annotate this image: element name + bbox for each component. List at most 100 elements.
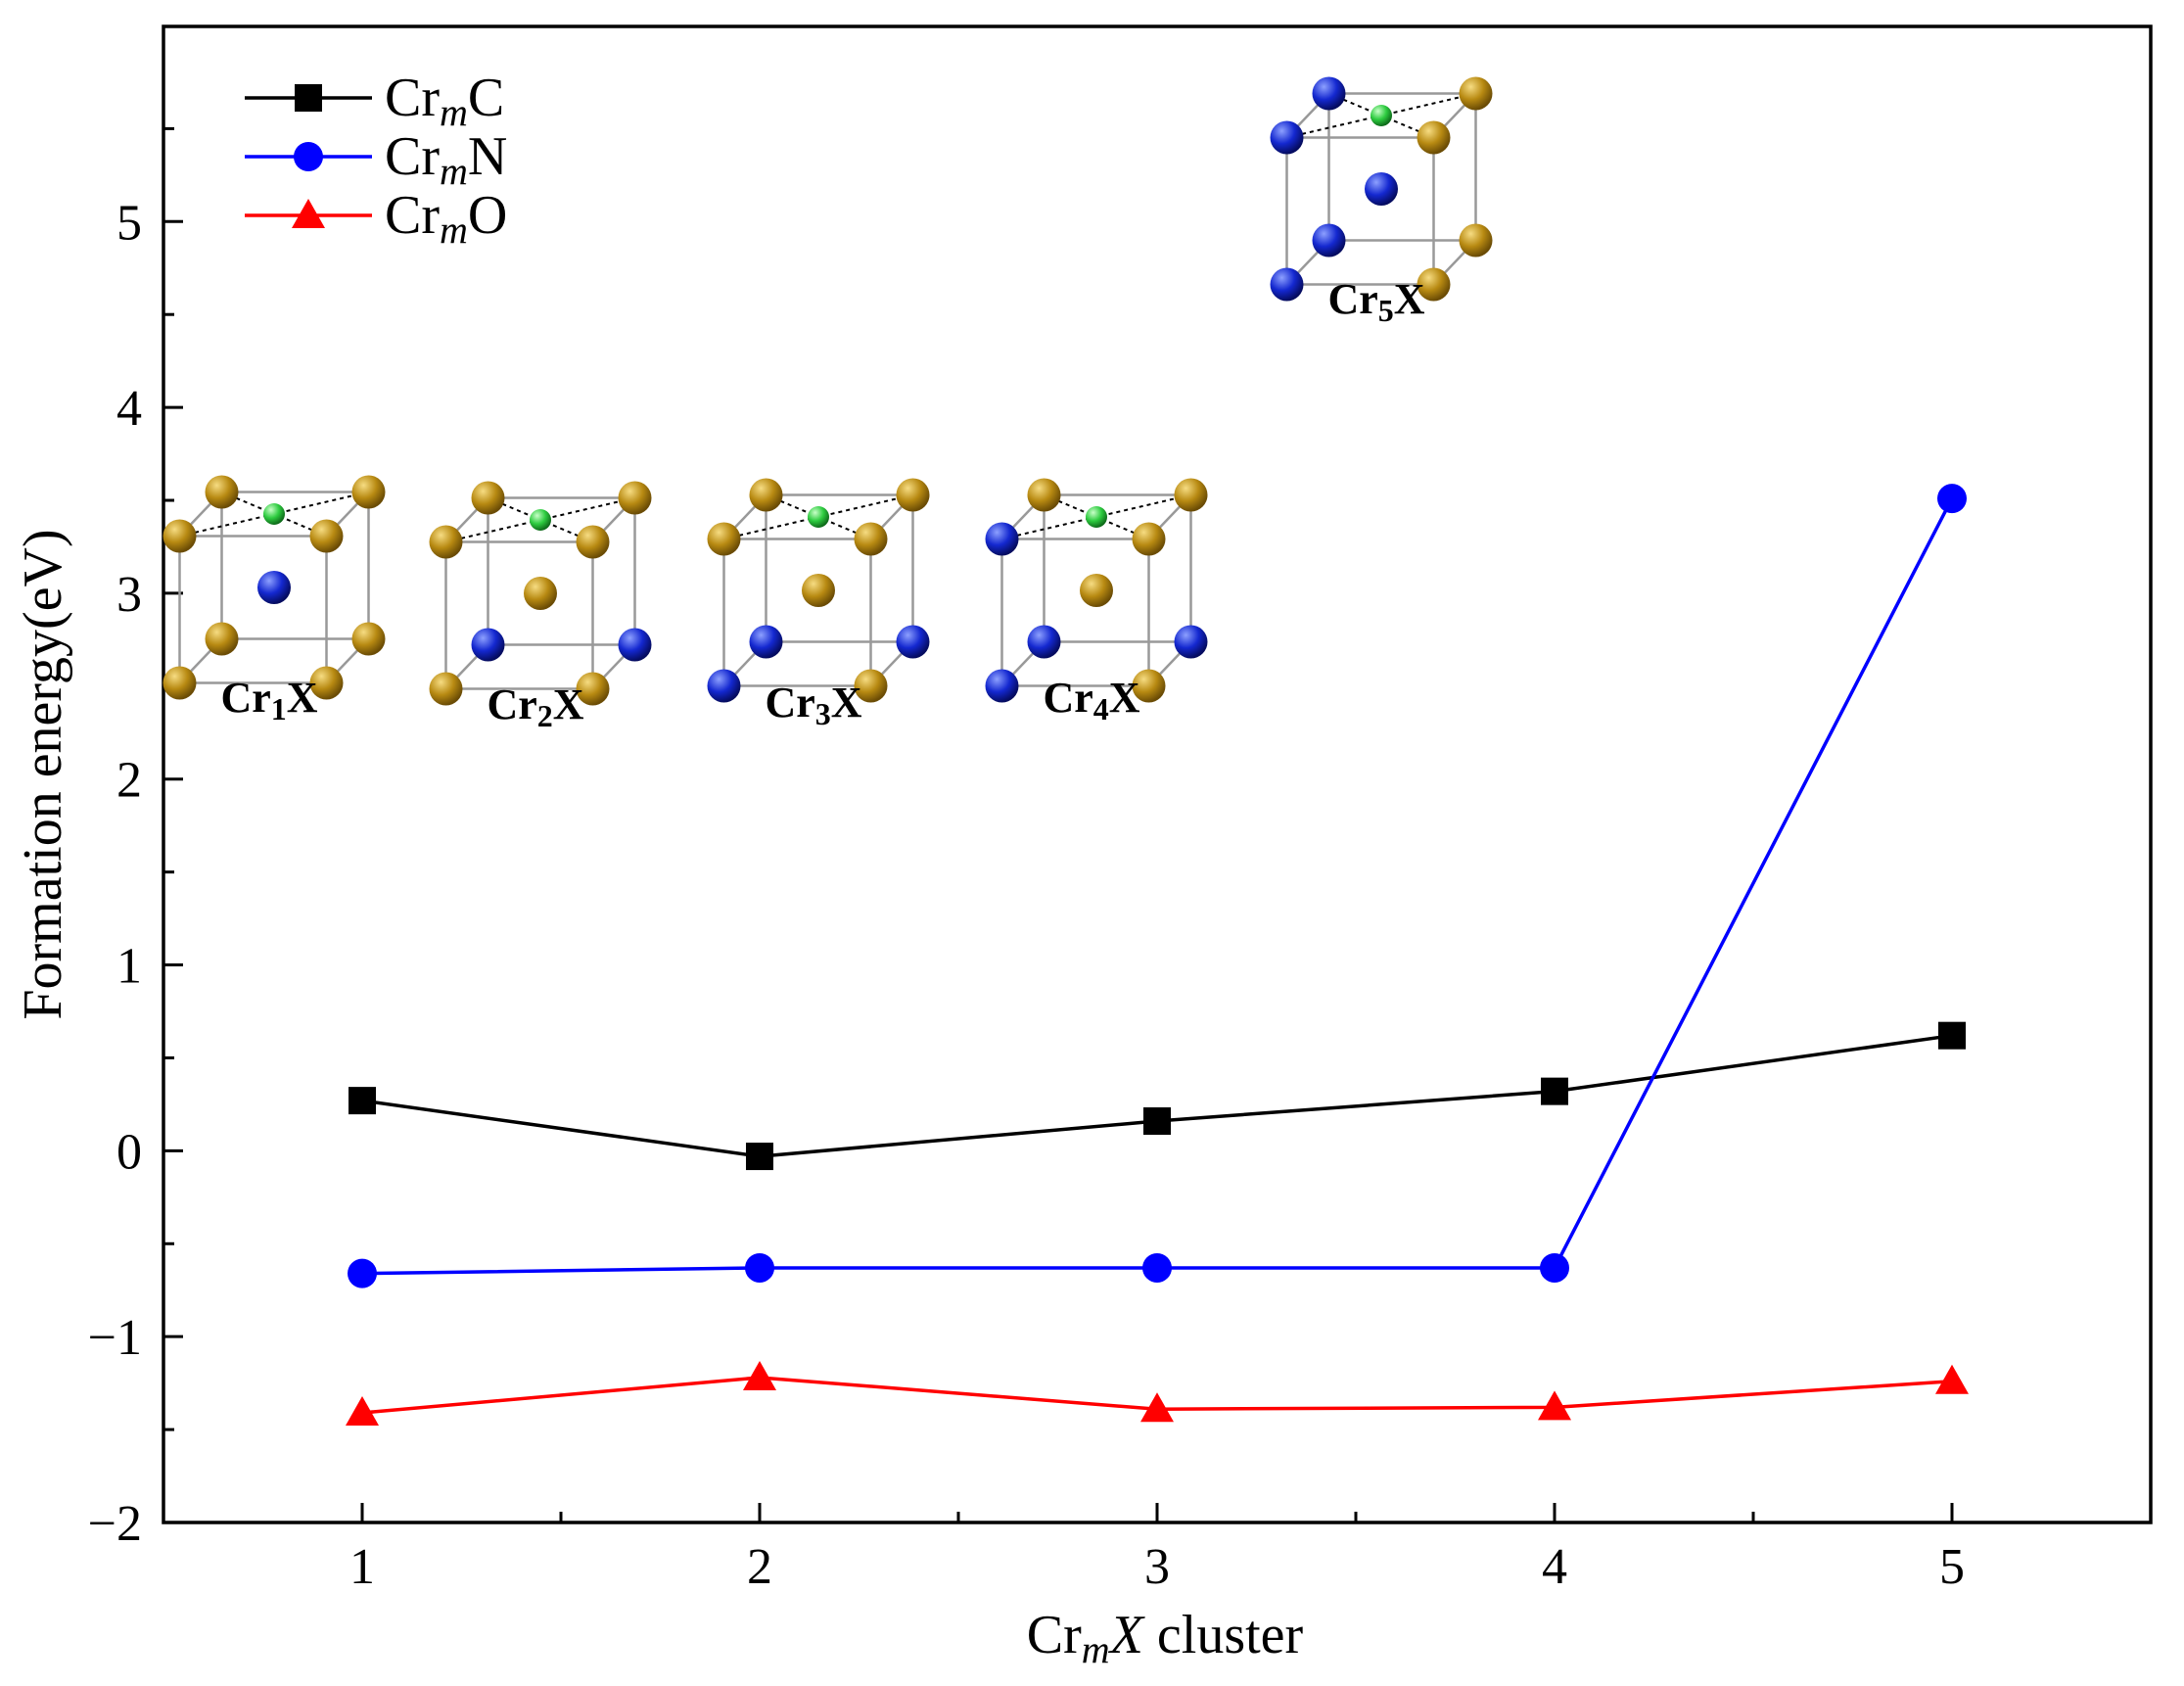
legend-marker [294, 142, 323, 171]
atom-sphere [429, 525, 463, 559]
center-atom-sphere [1080, 574, 1113, 607]
axis-ticks: −2 −1 0 1 2 3 4 5 1 2 3 4 5 [88, 126, 1965, 1595]
cluster-label-sub: 3 [815, 696, 831, 731]
y-tick-label: 2 [116, 753, 142, 809]
y-tick-label: 5 [116, 195, 142, 251]
cluster-label-base: Cr [765, 679, 814, 726]
atom-sphere [1459, 76, 1493, 111]
legend-label: CrmN [385, 126, 507, 193]
atom-sphere [1312, 76, 1346, 111]
legend-label: CrmC [385, 68, 504, 134]
data-point [1938, 1021, 1966, 1050]
data-point [346, 1396, 379, 1427]
atom-sphere [618, 628, 652, 662]
cluster-label-sub: 4 [1093, 691, 1109, 726]
structure-inset: Cr5X [1270, 76, 1493, 328]
legend-label-base: Cr [385, 68, 440, 128]
atom-sphere [1132, 522, 1166, 556]
cluster-label-suffix: X [1394, 275, 1425, 323]
data-point [1540, 1252, 1569, 1283]
atom-sphere [1174, 478, 1208, 512]
x-axis-title: CrmX cluster [1027, 1605, 1304, 1671]
atom-sphere [896, 478, 930, 512]
series-line [361, 497, 1954, 1276]
cluster-label-base: Cr [220, 674, 270, 722]
series-crmc [349, 1021, 1966, 1171]
x-tick-label: 4 [1542, 1539, 1567, 1595]
legend-item: CrmC [245, 68, 504, 134]
atom-sphere [576, 525, 610, 559]
x-axis-title-suffix: cluster [1143, 1605, 1304, 1665]
atom-sphere [163, 519, 197, 553]
atom-sphere [351, 475, 386, 509]
data-point [743, 1360, 776, 1390]
cluster-label-base: Cr [487, 680, 536, 728]
legend-label-base: Cr [385, 185, 440, 246]
legend-label-elem: N [468, 126, 507, 187]
atom-sphere [1270, 267, 1304, 302]
x-tick-label: 1 [349, 1539, 375, 1595]
legend-marker [292, 199, 325, 228]
structure-inset: Cr2X [429, 481, 652, 733]
y-tick-label: 3 [116, 567, 142, 623]
x-axis-title-prefix: Cr [1027, 1605, 1082, 1665]
cluster-label-suffix: X [287, 674, 318, 722]
data-point [1935, 1364, 1969, 1394]
center-atom-sphere [257, 571, 291, 604]
atom-sphere [351, 622, 386, 656]
atom-sphere [1027, 478, 1061, 512]
atom-sphere [749, 478, 783, 512]
cluster-label-base: Cr [1043, 674, 1092, 722]
cluster-label-suffix: X [831, 679, 862, 726]
center-atom-sphere [524, 577, 557, 610]
legend-marker [295, 84, 322, 112]
atom-sphere [1312, 223, 1346, 258]
atom-sphere [471, 628, 505, 662]
atom-sphere [429, 672, 463, 706]
atom-sphere [854, 522, 888, 556]
cluster-label-sub: 2 [537, 698, 553, 733]
atom-sphere [205, 622, 239, 656]
y-tick-label: −2 [88, 1496, 142, 1552]
cluster-label-sub: 1 [271, 691, 287, 726]
cluster-label: Cr1X [220, 674, 317, 726]
data-point [349, 1087, 376, 1115]
x-axis-title-italic: X [1108, 1605, 1146, 1665]
structure-inset: Cr3X [707, 478, 930, 731]
data-point [745, 1252, 774, 1283]
x-atom-sphere [1371, 105, 1392, 126]
cluster-label-sub: 5 [1378, 293, 1394, 328]
series-crmo [346, 1360, 1969, 1427]
atom-sphere [205, 475, 239, 509]
center-atom-sphere [1365, 172, 1398, 206]
atom-sphere [309, 666, 344, 700]
cluster-label-suffix: X [1109, 674, 1140, 722]
atom-sphere [1027, 625, 1061, 659]
legend-item: CrmN [245, 126, 507, 193]
atom-sphere [163, 666, 197, 700]
legend-label-elem: O [468, 185, 507, 246]
data-point [1140, 1392, 1174, 1423]
atom-sphere [618, 481, 652, 515]
y-tick-label: 1 [116, 939, 142, 995]
data-point [1538, 1390, 1571, 1421]
atom-sphere [1417, 267, 1451, 302]
data-point [746, 1143, 773, 1171]
cluster-label-suffix: X [553, 680, 584, 728]
atom-sphere [1132, 669, 1166, 703]
atom-sphere [576, 672, 610, 706]
structure-inset: Cr4X [985, 478, 1208, 726]
y-tick-label: 4 [116, 381, 142, 437]
legend-label-sub: m [440, 149, 468, 193]
atom-sphere [1270, 120, 1304, 155]
x-atom-sphere [530, 509, 551, 531]
atom-sphere [707, 669, 741, 703]
atom-sphere [1417, 120, 1451, 155]
y-axis-title: Formation energy(eV) [13, 529, 73, 1019]
legend-label: CrmO [385, 185, 507, 252]
data-point [1143, 1107, 1171, 1136]
x-atom-sphere [808, 506, 829, 528]
cluster-label: Cr4X [1043, 674, 1139, 726]
